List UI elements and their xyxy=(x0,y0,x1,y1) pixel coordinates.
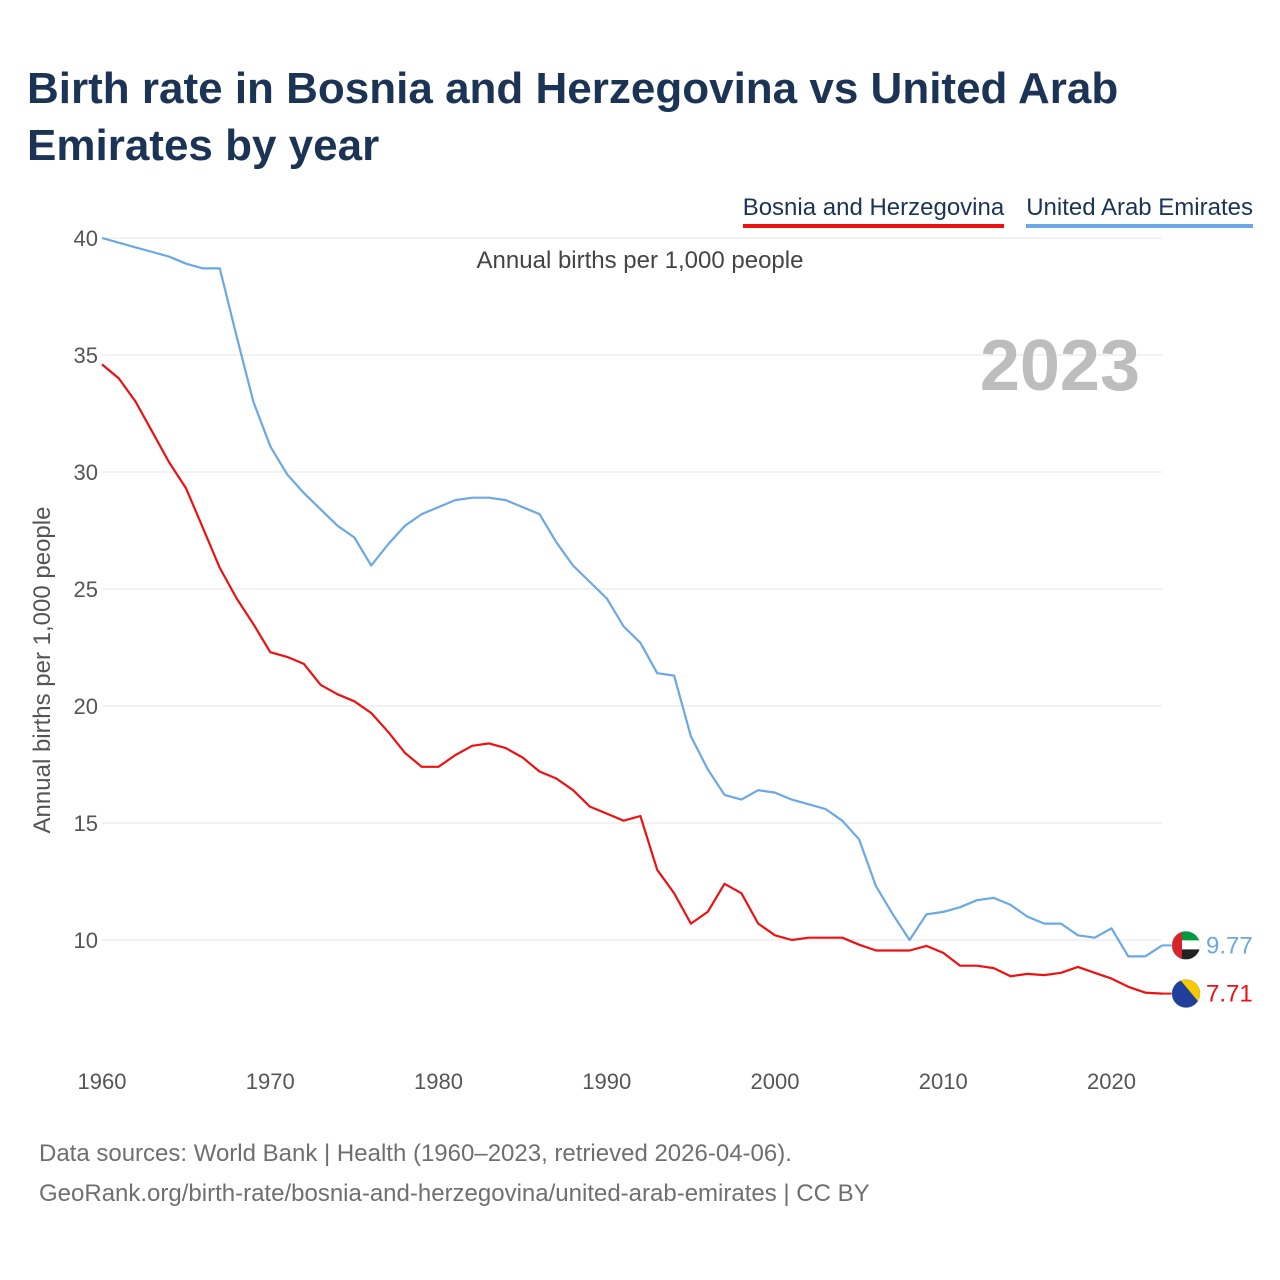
legend-swatch-bosnia-and-herzegovina xyxy=(742,224,1005,228)
y-tick-label-30: 30 xyxy=(74,460,98,485)
x-tick-label-2010: 2010 xyxy=(919,1069,968,1094)
legend-label-bosnia-and-herzegovina: Bosnia and Herzegovina xyxy=(742,194,1005,221)
y-tick-label-20: 20 xyxy=(74,694,98,719)
x-tick-label-1980: 1980 xyxy=(414,1069,463,1094)
y-tick-label-35: 35 xyxy=(74,343,98,368)
x-tick-label-2000: 2000 xyxy=(751,1069,800,1094)
y-tick-label-25: 25 xyxy=(74,577,98,602)
y-tick-label-10: 10 xyxy=(74,928,98,953)
x-tick-label-1960: 1960 xyxy=(78,1069,127,1094)
bosnia-flag-icon xyxy=(1172,979,1200,1008)
footer-sources: Data sources: World Bank | Health (1960–… xyxy=(39,1140,792,1167)
chart-title: Birth rate in Bosnia and Herzegovina vs … xyxy=(27,64,1119,170)
footer: Data sources: World Bank | Health (1960–… xyxy=(39,1134,870,1214)
series-line-bosnia-and-herzegovina xyxy=(101,363,1163,995)
series-line-united-arab-emirates xyxy=(101,236,1163,958)
legend: Bosnia and Herzegovina United Arab Emira… xyxy=(742,194,1253,228)
uae-flag-icon xyxy=(1172,931,1200,960)
y-axis-label: Annual births per 1,000 people xyxy=(29,507,56,834)
footer-link[interactable]: GeoRank.org/birth-rate/bosnia-and-herzeg… xyxy=(39,1180,870,1207)
legend-item-bosnia-and-herzegovina[interactable]: Bosnia and Herzegovina xyxy=(742,194,1005,228)
x-tick-label-1990: 1990 xyxy=(582,1069,631,1094)
legend-label-united-arab-emirates: United Arab Emirates xyxy=(1026,194,1253,221)
year-watermark: 2023 xyxy=(980,326,1140,406)
y-tick-label-15: 15 xyxy=(74,811,98,836)
x-tick-label-2020: 2020 xyxy=(1087,1069,1136,1094)
end-value-label-bosnia-and-herzegovina: 7.71 xyxy=(1206,981,1253,1008)
legend-swatch-united-arab-emirates xyxy=(1026,224,1253,228)
legend-item-united-arab-emirates[interactable]: United Arab Emirates xyxy=(1026,194,1253,228)
chart-subtitle: Annual births per 1,000 people xyxy=(476,247,804,274)
y-tick-label-40: 40 xyxy=(74,226,98,251)
end-value-label-united-arab-emirates: 9.77 xyxy=(1206,932,1253,959)
x-tick-label-1970: 1970 xyxy=(246,1069,295,1094)
